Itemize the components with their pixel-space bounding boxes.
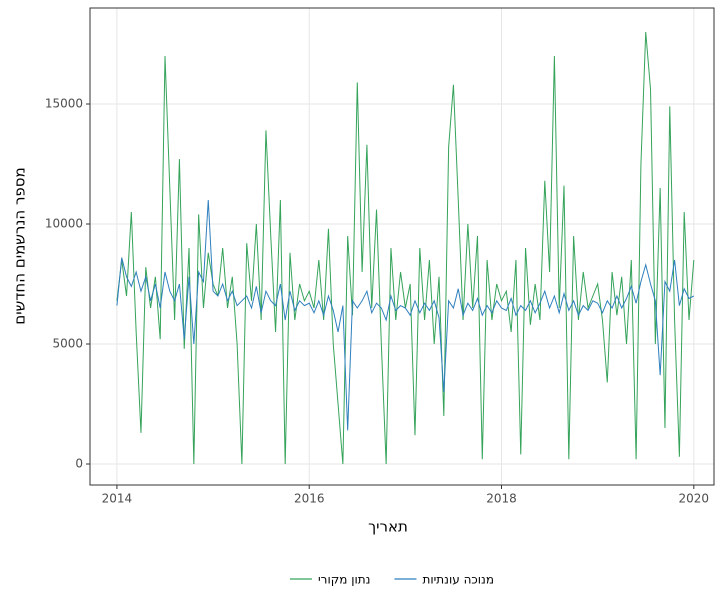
y-tick-label: 15000: [45, 97, 83, 111]
legend-label: מנוכה עונתיות: [422, 573, 494, 587]
y-tick-label: 0: [75, 457, 83, 471]
x-axis-title: תאריך: [368, 518, 408, 536]
y-tick-label: 5000: [52, 337, 83, 351]
x-tick-label: 2020: [679, 492, 710, 506]
x-tick-label: 2014: [102, 492, 133, 506]
legend-label: נתון מקורי: [318, 573, 370, 587]
y-tick-label: 10000: [45, 217, 83, 231]
series-line: [116, 199, 695, 431]
x-tick-label: 2016: [294, 492, 325, 506]
x-tick-label: 2018: [486, 492, 517, 506]
y-axis-title: מספר הנרשמים החדשים: [11, 167, 29, 324]
panel-border: [89, 7, 715, 486]
